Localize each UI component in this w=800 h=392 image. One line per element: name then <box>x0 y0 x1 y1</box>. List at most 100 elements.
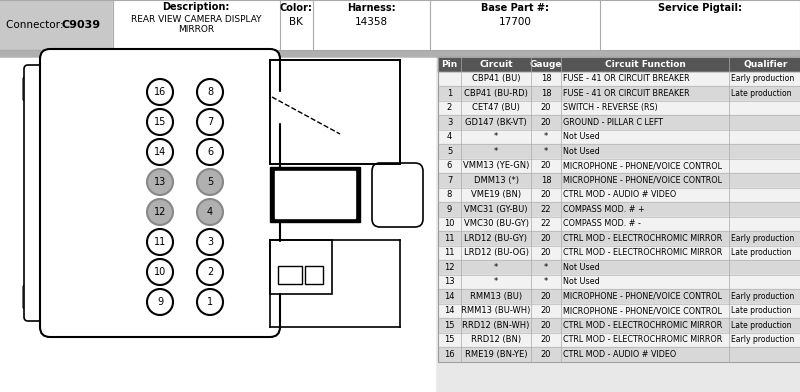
Text: MICROPHONE - PHONE/VOICE CONTROL: MICROPHONE - PHONE/VOICE CONTROL <box>563 306 722 315</box>
Bar <box>270 292 400 327</box>
Text: Not Used: Not Used <box>563 132 600 141</box>
Text: Early production: Early production <box>731 292 794 301</box>
Text: FUSE - 41 OR CIRCUIT BREAKER: FUSE - 41 OR CIRCUIT BREAKER <box>563 74 690 83</box>
Text: 12: 12 <box>154 207 166 217</box>
Bar <box>438 100 800 115</box>
Text: VME19 (BN): VME19 (BN) <box>471 190 521 199</box>
Circle shape <box>147 229 173 255</box>
Bar <box>305 266 323 284</box>
Bar <box>438 332 800 347</box>
Text: CTRL MOD - AUDIO # VIDEO: CTRL MOD - AUDIO # VIDEO <box>563 190 676 199</box>
Text: 6: 6 <box>447 161 452 170</box>
Text: VMC31 (GY-BU): VMC31 (GY-BU) <box>464 205 528 214</box>
Bar <box>0 58 800 392</box>
Text: Color:: Color: <box>279 3 313 13</box>
Text: BK: BK <box>289 17 303 27</box>
Text: 20: 20 <box>541 118 551 127</box>
Text: RMM13 (BU): RMM13 (BU) <box>470 292 522 301</box>
Text: GROUND - PILLAR C LEFT: GROUND - PILLAR C LEFT <box>563 118 663 127</box>
Circle shape <box>197 169 223 195</box>
Text: 20: 20 <box>541 306 551 315</box>
Text: 9: 9 <box>447 205 452 214</box>
Text: 3: 3 <box>207 237 213 247</box>
Circle shape <box>197 79 223 105</box>
Text: 16: 16 <box>444 350 455 359</box>
Bar <box>438 129 800 144</box>
Text: DMM13 (*): DMM13 (*) <box>474 176 518 185</box>
Bar <box>0 58 435 392</box>
Bar <box>438 289 800 303</box>
Bar <box>438 57 800 361</box>
Text: 1: 1 <box>207 297 213 307</box>
Text: 14: 14 <box>444 292 454 301</box>
Text: Early production: Early production <box>731 74 794 83</box>
Text: Circuit: Circuit <box>479 60 513 69</box>
Text: 7: 7 <box>207 117 213 127</box>
Text: *: * <box>544 147 548 156</box>
Circle shape <box>197 109 223 135</box>
Text: COMPASS MOD. # -: COMPASS MOD. # - <box>563 219 641 228</box>
Bar <box>561 57 729 71</box>
Text: Description:: Description: <box>162 2 230 12</box>
Text: 18: 18 <box>541 176 551 185</box>
Bar <box>438 303 800 318</box>
Bar <box>270 167 360 222</box>
Circle shape <box>147 199 173 225</box>
Text: 18: 18 <box>541 74 551 83</box>
Text: 20: 20 <box>541 234 551 243</box>
Text: 22: 22 <box>541 205 551 214</box>
Text: 20: 20 <box>541 321 551 330</box>
Text: Late production: Late production <box>731 306 791 315</box>
Text: 4: 4 <box>207 207 213 217</box>
Text: 5: 5 <box>207 177 213 187</box>
Circle shape <box>147 169 173 195</box>
Text: Early production: Early production <box>731 234 794 243</box>
Text: Not Used: Not Used <box>563 277 600 286</box>
Text: 20: 20 <box>541 292 551 301</box>
Text: 14: 14 <box>444 306 454 315</box>
Text: 2: 2 <box>207 267 213 277</box>
FancyBboxPatch shape <box>24 65 54 321</box>
Bar <box>438 347 800 361</box>
Text: Circuit Function: Circuit Function <box>605 60 686 69</box>
Text: 1: 1 <box>447 89 452 98</box>
FancyBboxPatch shape <box>23 77 55 101</box>
Text: Harness:: Harness: <box>346 3 395 13</box>
Text: C9039: C9039 <box>61 20 100 30</box>
Text: Qualifier: Qualifier <box>744 60 788 69</box>
Text: *: * <box>544 132 548 141</box>
Text: 5: 5 <box>447 147 452 156</box>
Text: 20: 20 <box>541 190 551 199</box>
Bar <box>438 57 800 361</box>
Text: 9: 9 <box>157 297 163 307</box>
Text: CTRL MOD - ELECTROCHROMIC MIRROR: CTRL MOD - ELECTROCHROMIC MIRROR <box>563 248 722 257</box>
Bar <box>270 92 330 122</box>
Bar <box>280 1 313 49</box>
Text: *: * <box>544 263 548 272</box>
Bar <box>438 245 800 260</box>
Text: 14358: 14358 <box>354 17 387 27</box>
Text: 14: 14 <box>154 147 166 157</box>
Text: *: * <box>494 277 498 286</box>
Text: 6: 6 <box>207 147 213 157</box>
Text: 20: 20 <box>541 161 551 170</box>
Bar <box>313 1 430 49</box>
Text: MICROPHONE - PHONE/VOICE CONTROL: MICROPHONE - PHONE/VOICE CONTROL <box>563 292 722 301</box>
Circle shape <box>197 289 223 315</box>
Circle shape <box>147 139 173 165</box>
Text: 11: 11 <box>154 237 166 247</box>
Text: CET47 (BU): CET47 (BU) <box>472 103 520 112</box>
Text: 20: 20 <box>541 103 551 112</box>
Text: CTRL MOD - ELECTROCHROMIC MIRROR: CTRL MOD - ELECTROCHROMIC MIRROR <box>563 321 722 330</box>
Text: Pin: Pin <box>442 60 458 69</box>
Bar <box>438 216 800 231</box>
Bar <box>270 240 332 294</box>
FancyBboxPatch shape <box>40 49 280 337</box>
Bar <box>461 57 531 71</box>
Text: 16: 16 <box>154 87 166 97</box>
Bar <box>438 202 800 216</box>
Bar <box>270 242 330 292</box>
Text: *: * <box>544 277 548 286</box>
Text: 15: 15 <box>444 321 454 330</box>
Text: CTRL MOD - ELECTROCHROMIC MIRROR: CTRL MOD - ELECTROCHROMIC MIRROR <box>563 234 722 243</box>
